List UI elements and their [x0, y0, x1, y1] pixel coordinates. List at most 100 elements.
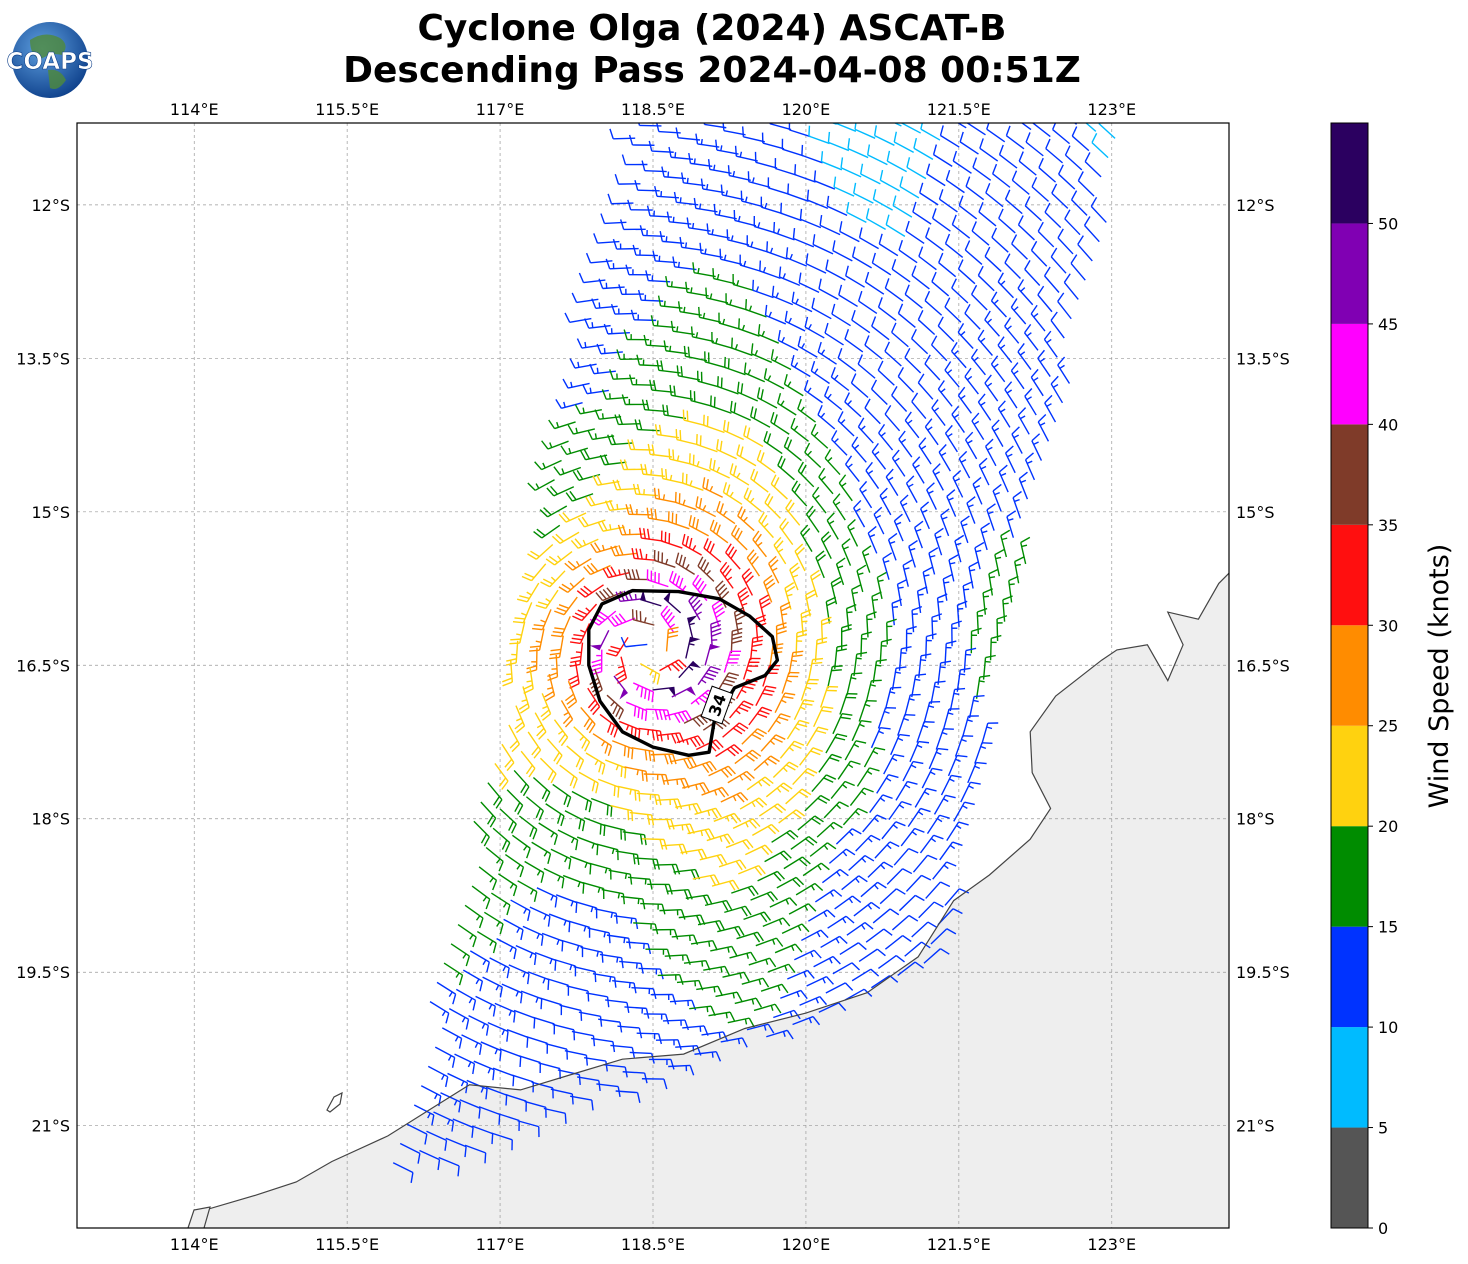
wind-barb [992, 483, 1002, 512]
wind-barb [640, 463, 665, 477]
wind-barb [1037, 221, 1055, 248]
wind-barb [851, 719, 872, 742]
wind-barb [584, 1057, 608, 1072]
wind-barb [965, 176, 985, 201]
wind-barb [817, 404, 836, 430]
wind-barb [471, 885, 491, 910]
wind-barb [939, 841, 963, 861]
lon-tick-label-top: 114°E [170, 100, 219, 119]
wind-barb [828, 848, 856, 864]
wind-barb [697, 920, 726, 932]
wind-barb [972, 157, 992, 181]
wind-barb [924, 290, 943, 316]
wind-barb [734, 145, 758, 162]
wind-barb [924, 418, 939, 446]
wind-barb [863, 747, 886, 768]
wind-barb [839, 942, 867, 956]
wind-barb [1045, 138, 1063, 164]
wind-barb [1052, 123, 1070, 145]
wind-barb [577, 516, 606, 528]
wind-barb [902, 760, 924, 782]
colorbar-tick-label: 10 [1378, 1018, 1398, 1037]
wind-barb [541, 440, 569, 450]
wind-barb [971, 221, 990, 246]
wind-barb [603, 323, 630, 335]
wind-barb [562, 874, 585, 894]
wind-barb [883, 753, 905, 775]
wind-barb [834, 895, 862, 910]
wind-barb [898, 430, 913, 458]
wind-barb [732, 273, 755, 292]
wind-barb [610, 303, 637, 315]
wind-barb [899, 494, 911, 523]
wind-barb [476, 930, 497, 954]
wind-barb [871, 316, 890, 341]
wind-barb [911, 921, 938, 938]
wind-barb [817, 341, 837, 365]
wind-barb [587, 429, 615, 441]
wind-barb [998, 208, 1016, 234]
wind-barb [800, 678, 819, 701]
wind-barb [851, 968, 880, 982]
wind-barb [554, 596, 578, 616]
wind-barb [783, 373, 804, 397]
wind-barb [682, 782, 710, 794]
wind-barb [911, 673, 927, 698]
wind-barb [949, 687, 966, 712]
wind-barb [598, 1018, 623, 1033]
wind-barb [937, 660, 952, 685]
wind-barb [779, 740, 805, 759]
wind-barb [457, 923, 477, 948]
wind-barb [962, 580, 973, 608]
wind-barb [743, 362, 766, 383]
wind-barb [743, 425, 764, 448]
wind-barb [870, 726, 891, 749]
lon-tick-label-top: 123°E [1087, 100, 1136, 119]
wind-barb [524, 860, 545, 883]
wind-barb [996, 615, 1008, 642]
wind-barb [990, 291, 1007, 318]
wind-barb [489, 957, 510, 979]
wind-barb [711, 879, 740, 891]
wind-barb [834, 123, 857, 132]
wind-barb [517, 1120, 540, 1138]
wind-barb [886, 150, 907, 173]
wind-barb [877, 297, 897, 322]
wind-barb [928, 547, 939, 575]
wind-barb [942, 708, 960, 731]
wind-barb [1050, 311, 1065, 339]
wind-barb [510, 899, 531, 922]
wind-barb [797, 461, 815, 488]
contour-34-knot [587, 588, 780, 757]
wind-barb [606, 694, 624, 720]
wind-barb [1020, 536, 1031, 565]
wind-barb [790, 417, 809, 442]
wind-barb [631, 547, 657, 562]
wind-barb [623, 568, 650, 581]
wind-barb [971, 412, 985, 440]
wind-barb [550, 1088, 574, 1105]
wind-barb [576, 836, 599, 856]
wind-barb [878, 233, 899, 257]
wind-barb [647, 443, 672, 458]
wind-barb [827, 915, 855, 929]
colorbar-bin [1331, 524, 1368, 626]
wind-barb [801, 144, 823, 164]
wind-barb [710, 619, 722, 647]
wind-barb [487, 782, 503, 809]
wind-barb [812, 234, 834, 255]
wind-barb [784, 582, 796, 610]
wind-barb [761, 132, 785, 150]
wind-barb [909, 740, 930, 763]
wind-barb [587, 927, 611, 944]
wind-barb [471, 1125, 494, 1145]
island-coastline [187, 1206, 211, 1228]
wind-barb [687, 828, 715, 840]
wind-barb [869, 794, 893, 814]
wind-barb [844, 988, 873, 1001]
wind-barb [873, 506, 885, 535]
wind-barb [919, 182, 939, 206]
wind-barb [705, 287, 729, 304]
wind-barb [774, 943, 803, 954]
wind-barb [732, 818, 761, 829]
